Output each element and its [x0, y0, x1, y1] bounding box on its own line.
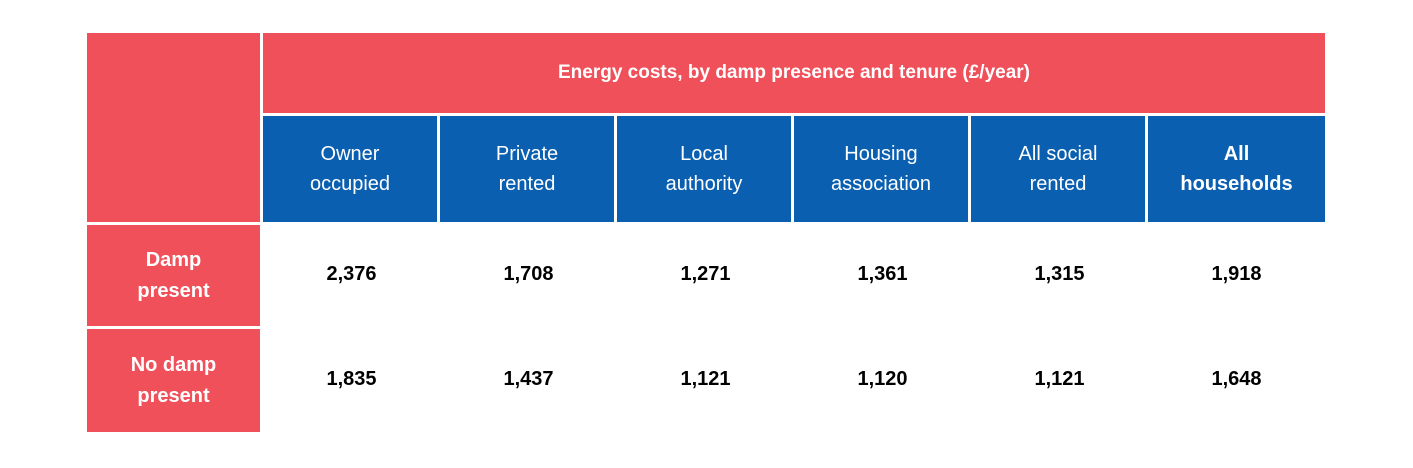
column-header-line2: authority — [665, 173, 743, 195]
table-title: Energy costs, by damp presence and tenur… — [263, 33, 1325, 116]
table-cell: 1,835 — [326, 367, 377, 390]
row-header-line1: Damp — [145, 248, 202, 271]
column-header-line2: rented — [1029, 173, 1087, 195]
table-cell: 1,271 — [680, 262, 731, 285]
column-header-line2: occupied — [309, 173, 391, 195]
table-cell: 1,315 — [1034, 262, 1085, 285]
column-header-line2: association — [830, 173, 932, 195]
table-cell: 1,121 — [680, 367, 731, 390]
column-header-all-social-rented: All social rented — [971, 116, 1148, 222]
row-header-no-damp-present: No damp present — [87, 326, 263, 432]
column-header-line1: All social — [1018, 143, 1098, 165]
table-cell: 1,648 — [1211, 367, 1262, 390]
column-header-line1: Local — [680, 143, 728, 165]
row-header-line1: No damp — [130, 353, 217, 376]
column-header-all-households: All households — [1148, 116, 1325, 222]
table-cell: 1,121 — [1034, 367, 1085, 390]
column-header-owner-occupied: Owner occupied — [263, 116, 440, 222]
row-header-damp-present: Damp present — [87, 222, 263, 326]
column-header-line1: Owner — [320, 143, 380, 165]
column-header-line2: rented — [498, 173, 556, 195]
row-header-line2: present — [137, 279, 210, 302]
energy-costs-table: Energy costs, by damp presence and tenur… — [87, 33, 1328, 432]
table-cell: 1,437 — [503, 367, 554, 390]
table-corner — [87, 33, 263, 222]
row-header-line2: present — [137, 384, 210, 407]
table-cell: 1,918 — [1211, 262, 1262, 285]
column-header-line2: households — [1180, 173, 1293, 195]
column-header-housing-association: Housing association — [794, 116, 971, 222]
column-header-line1: Housing — [844, 143, 918, 165]
column-header-line1: All — [1223, 143, 1250, 165]
column-header-local-authority: Local authority — [617, 116, 794, 222]
table-cell: 1,708 — [503, 262, 554, 285]
table-cell: 1,120 — [857, 367, 908, 390]
column-header-line1: Private — [495, 143, 559, 165]
table-cell: 1,361 — [857, 262, 908, 285]
column-header-private-rented: Private rented — [440, 116, 617, 222]
table-cell: 2,376 — [326, 262, 377, 285]
